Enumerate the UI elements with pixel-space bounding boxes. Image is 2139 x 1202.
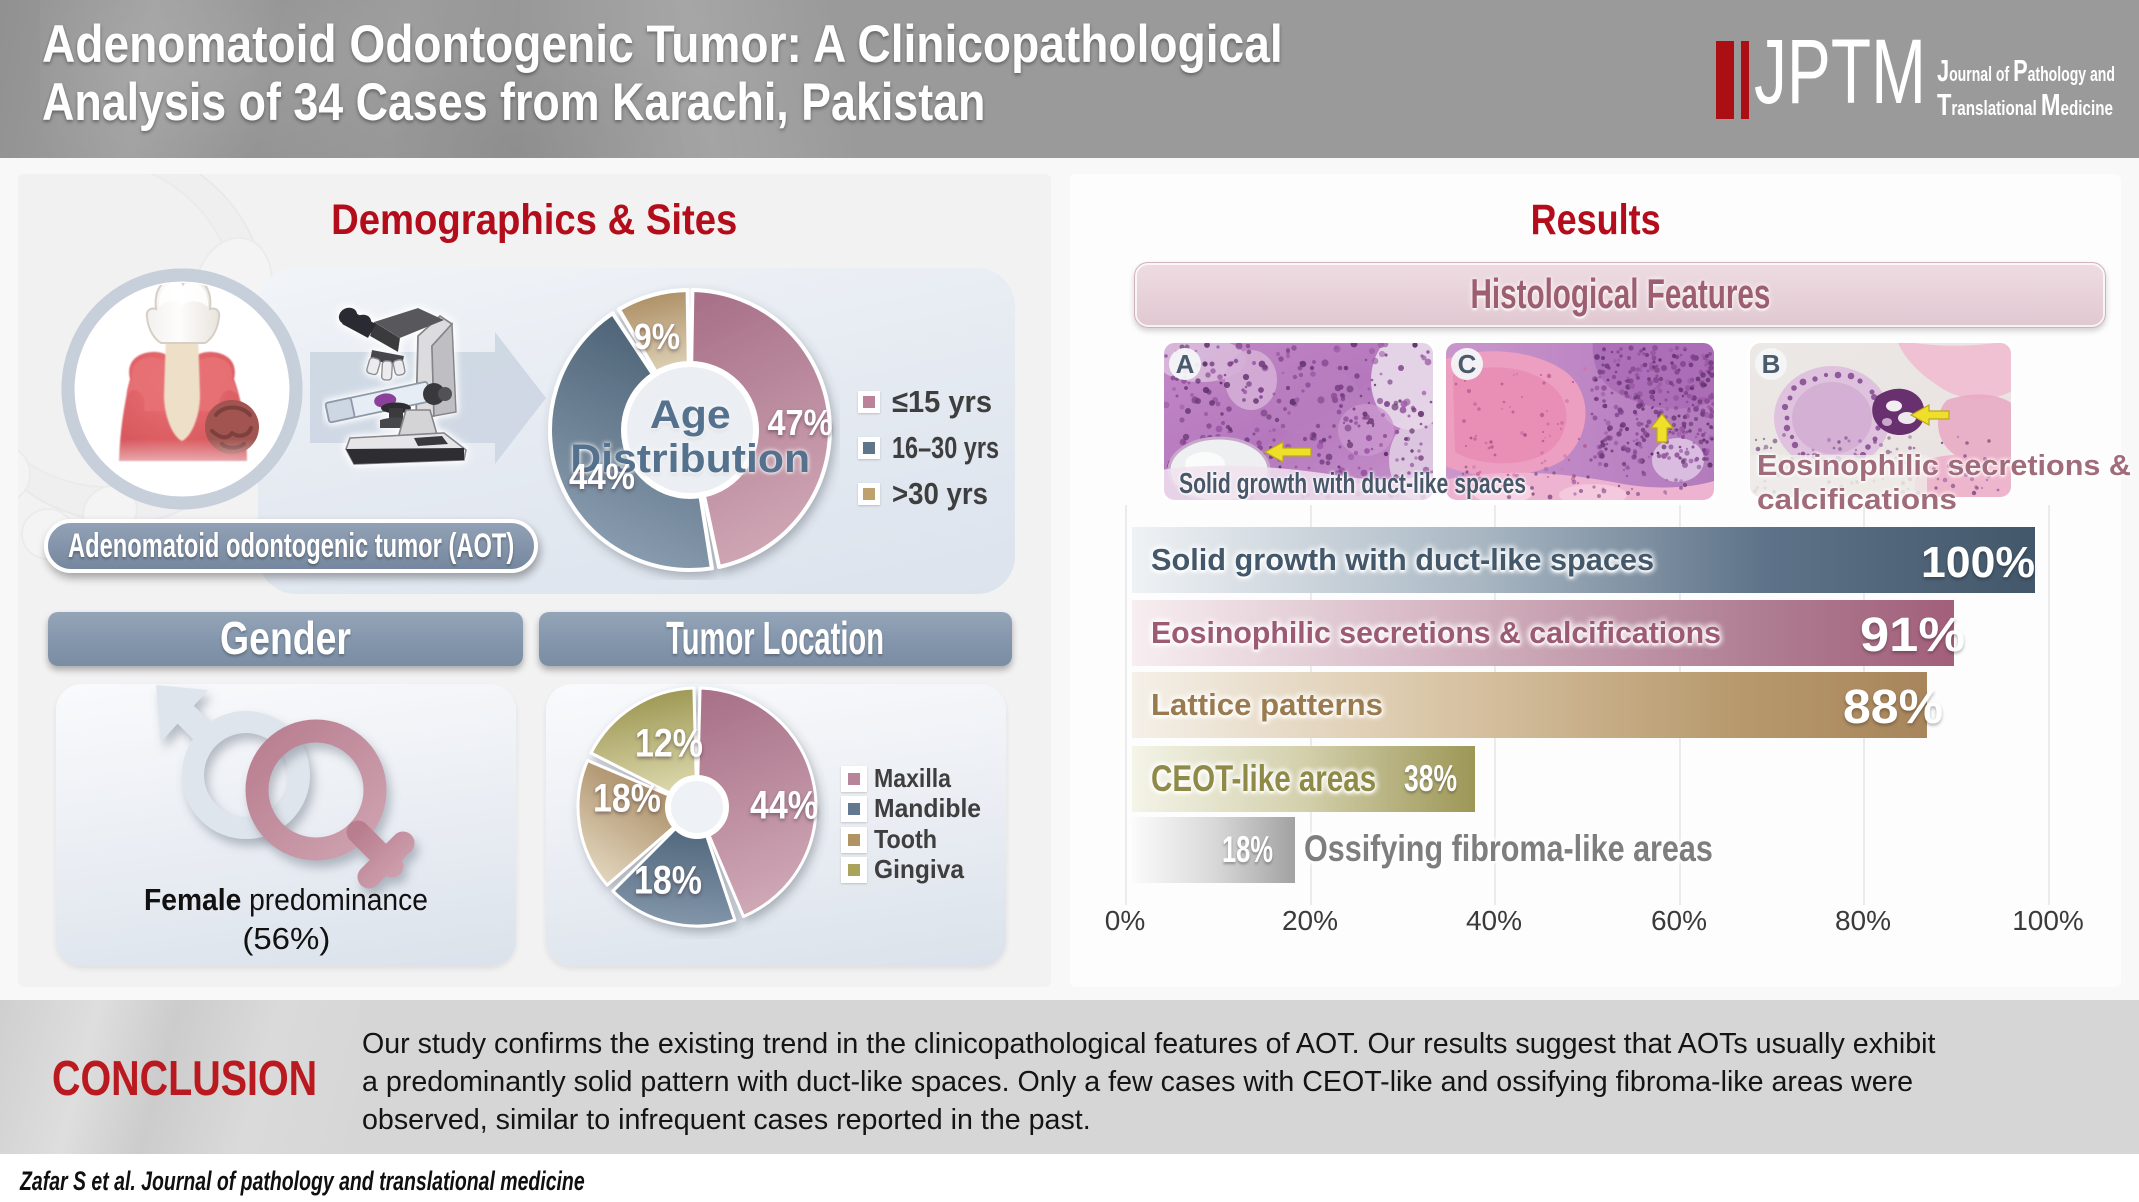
svg-text:B: B: [1762, 349, 1781, 379]
svg-text:A: A: [1176, 349, 1195, 379]
svg-text:C: C: [1458, 349, 1477, 379]
